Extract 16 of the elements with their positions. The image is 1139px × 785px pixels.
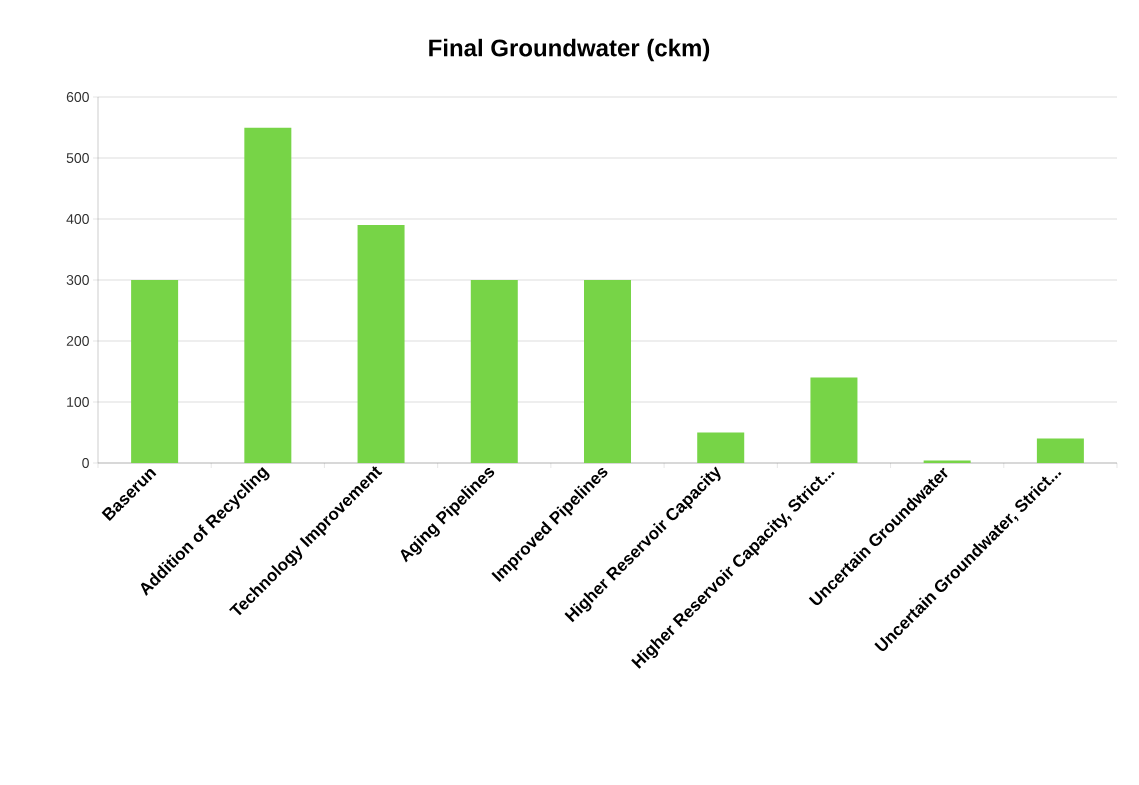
- y-tick-label: 0: [82, 458, 89, 468]
- bar: [470, 280, 518, 463]
- bar: [810, 377, 858, 463]
- y-tick-label: 200: [66, 336, 89, 346]
- y-tick-label: 600: [66, 92, 89, 102]
- y-tick-label: 400: [66, 214, 89, 224]
- bar: [244, 127, 292, 463]
- bar: [1036, 438, 1084, 463]
- y-tick-label: 100: [67, 397, 89, 407]
- bar: [357, 225, 405, 463]
- bar: [131, 280, 179, 463]
- chart-title: Final Groundwater (ckm): [429, 38, 710, 62]
- bar: [697, 432, 745, 463]
- y-tick-label: 300: [66, 275, 89, 285]
- bar: [584, 280, 631, 463]
- y-tick-label: 500: [66, 153, 89, 163]
